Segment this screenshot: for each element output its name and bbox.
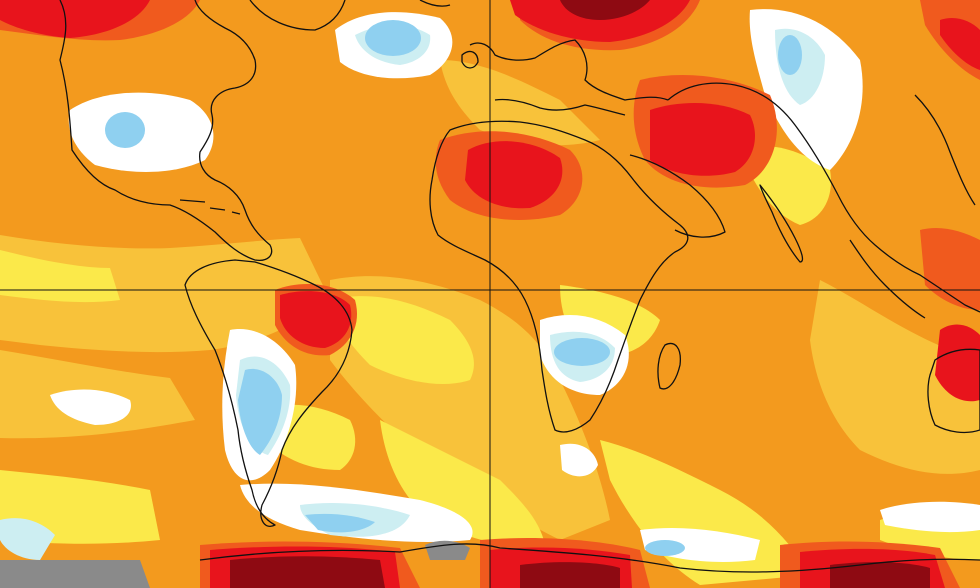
iceland-coast xyxy=(419,0,451,7)
coastlines xyxy=(59,0,980,573)
greenland-coast xyxy=(249,0,346,31)
europe-coast xyxy=(469,39,669,101)
india-coast xyxy=(759,184,804,263)
asia-coast xyxy=(667,82,980,313)
pale-yellow-regions xyxy=(0,146,980,585)
south-america-coast xyxy=(184,259,353,527)
british-isles xyxy=(461,50,479,69)
australia-coast xyxy=(927,348,980,434)
arabian-peninsula-coast xyxy=(629,154,726,238)
antarctica-coast xyxy=(199,543,980,573)
no-data-regions xyxy=(0,540,470,588)
africa-coast xyxy=(429,120,689,433)
east-asia-coast xyxy=(914,94,976,206)
north-america-coast xyxy=(59,0,273,261)
cold-anomaly-regions xyxy=(105,20,802,556)
southeast-asia-coast xyxy=(849,239,926,319)
caribbean-islands xyxy=(179,199,241,215)
madagascar-coast xyxy=(657,342,681,390)
mediterranean-coast xyxy=(494,98,626,116)
extreme-warm-regions xyxy=(230,0,930,588)
